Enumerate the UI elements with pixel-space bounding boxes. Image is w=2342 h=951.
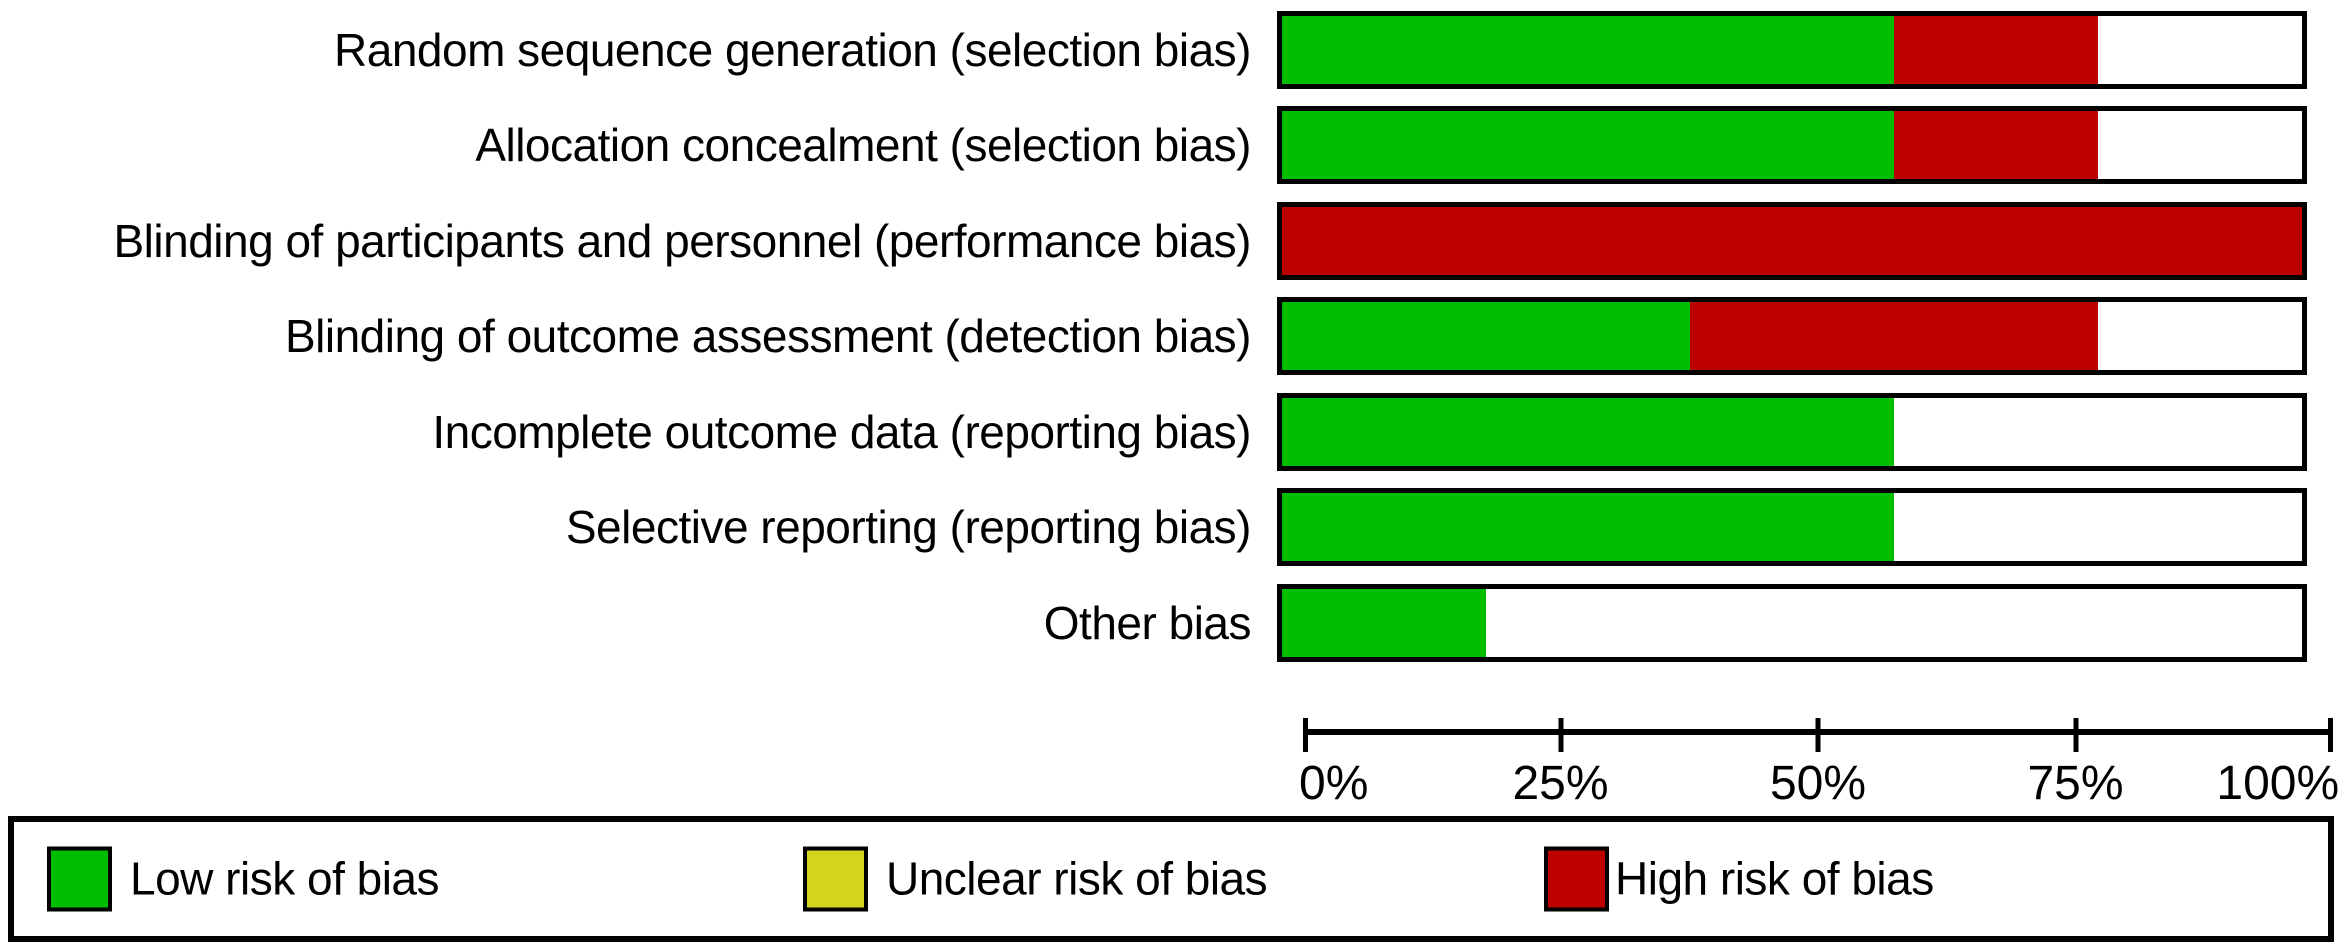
bar-row: Allocation concealment (selection bias) [0, 98, 2342, 194]
axis-tick [1558, 717, 1563, 752]
category-label: Incomplete outcome data (reporting bias) [432, 405, 1251, 458]
high-risk-segment [1894, 111, 2098, 180]
axis-tick-label: 75% [2027, 756, 2124, 810]
low-risk-segment [1282, 588, 1486, 657]
stacked-bar [1277, 106, 2307, 185]
axis-tick-label: 25% [1512, 756, 1609, 810]
low-risk-swatch [47, 846, 112, 911]
high-risk-segment [1894, 15, 2098, 84]
low-risk-segment [1282, 397, 1894, 466]
stacked-bar [1277, 10, 2307, 89]
axis-tick [1303, 717, 1308, 752]
bar-row: Incomplete outcome data (reporting bias) [0, 384, 2342, 480]
category-label: Blinding of outcome assessment (detectio… [284, 310, 1252, 363]
category-label: Selective reporting (reporting bias) [565, 501, 1252, 554]
high-risk-segment [1690, 302, 2098, 371]
category-label: Random sequence generation (selection bi… [334, 23, 1251, 76]
bars-area: Random sequence generation (selection bi… [0, 2, 2342, 671]
bar-row: Random sequence generation (selection bi… [0, 2, 2342, 98]
stacked-bar [1277, 297, 2307, 376]
bar-row: Blinding of outcome assessment (detectio… [0, 289, 2342, 385]
unclear-risk-swatch [803, 846, 868, 911]
axis-tick [2328, 717, 2333, 752]
legend-label-unclear-risk: Unclear risk of bias [886, 852, 1268, 905]
high-risk-swatch [1544, 846, 1609, 911]
axis-tick [2073, 717, 2078, 752]
low-risk-segment [1282, 302, 1690, 371]
axis-tick [1815, 717, 1821, 752]
legend-label-low-risk: Low risk of bias [130, 852, 440, 905]
legend-item-low-risk: Low risk of bias [47, 846, 440, 911]
axis-tick-label: 0% [1299, 756, 1369, 810]
stacked-bar [1277, 392, 2307, 471]
low-risk-segment [1282, 111, 1894, 180]
category-label: Allocation concealment (selection bias) [475, 119, 1251, 172]
low-risk-segment [1282, 493, 1894, 562]
stacked-bar [1277, 488, 2307, 567]
legend-item-unclear-risk: Unclear risk of bias [803, 846, 1268, 911]
category-label: Blinding of participants and personnel (… [113, 214, 1252, 267]
bar-row: Other bias [0, 575, 2342, 671]
legend-item-high-risk: High risk of bias [1544, 846, 1934, 911]
bar-row: Blinding of participants and personnel (… [0, 193, 2342, 289]
legend-label-high-risk: High risk of bias [1615, 852, 1934, 905]
axis-tick-label: 50% [1769, 756, 1867, 810]
high-risk-segment [1282, 206, 2302, 275]
stacked-bar [1277, 201, 2307, 280]
axis-tick-label: 100% [2216, 756, 2340, 810]
bar-row: Selective reporting (reporting bias) [0, 480, 2342, 576]
category-label: Other bias [1043, 596, 1252, 649]
x-axis: 0% 25% 50% 75% 100% [1299, 717, 2339, 814]
stacked-bar [1277, 583, 2307, 662]
legend: Low risk of bias Unclear risk of bias Hi… [8, 815, 2334, 942]
low-risk-segment [1282, 15, 1894, 84]
